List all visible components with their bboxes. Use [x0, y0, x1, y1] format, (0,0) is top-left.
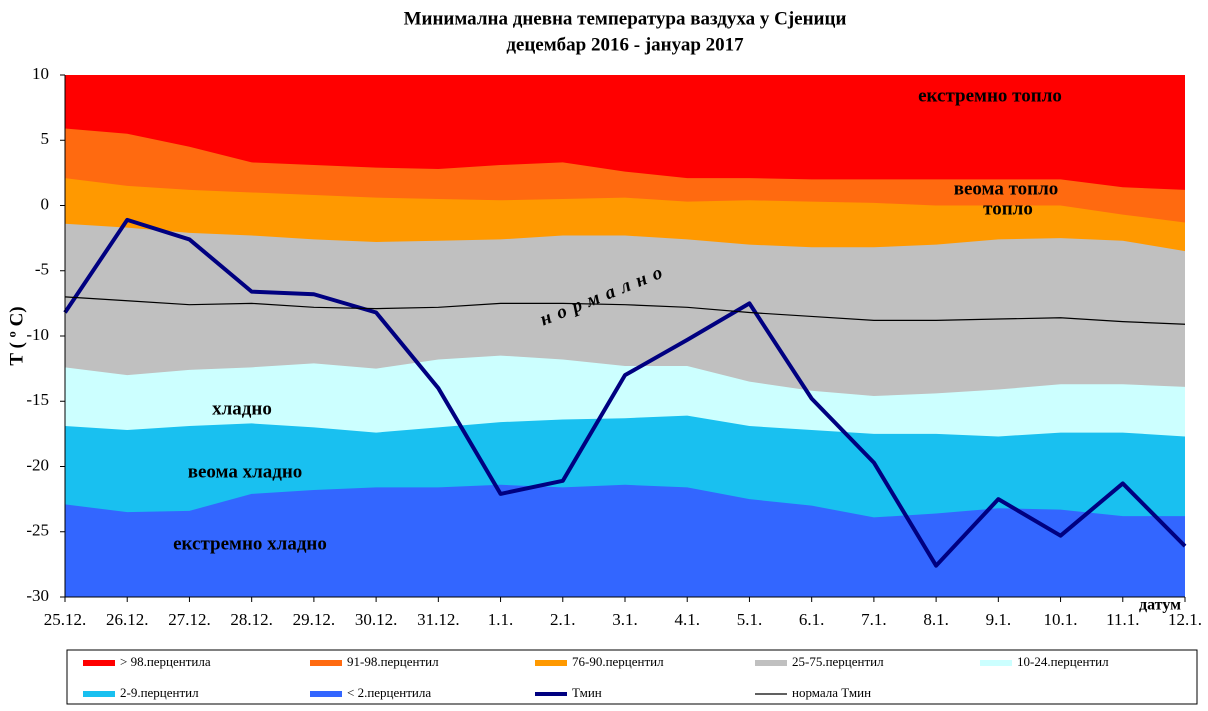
legend-swatch: [83, 691, 115, 697]
legend-label: нормала Тмин: [792, 685, 871, 700]
annotation: екстремно топло: [918, 85, 1062, 106]
x-tick-label: 25.12.: [44, 610, 87, 629]
x-tick-label: 5.1.: [737, 610, 763, 629]
x-tick-label: 3.1.: [612, 610, 638, 629]
chart-subtitle: децембар 2016 - јануар 2017: [506, 34, 744, 55]
x-tick-label: 26.12.: [106, 610, 149, 629]
x-tick-label: 12.1.: [1168, 610, 1202, 629]
legend-label: Тмин: [572, 685, 602, 700]
x-tick-label: 28.12.: [230, 610, 273, 629]
x-tick-label: 11.1.: [1106, 610, 1139, 629]
legend-label: < 2.перцентила: [347, 685, 431, 700]
x-axis-label: датум: [1139, 597, 1181, 614]
legend-swatch: [755, 660, 787, 666]
y-tick-label: -15: [26, 390, 49, 409]
legend-label: 10-24.перцентил: [1017, 654, 1109, 669]
line-series: [64, 296, 1186, 325]
annotation: топло: [983, 198, 1033, 219]
y-tick-label: 0: [41, 194, 50, 213]
x-tick-label: 27.12.: [168, 610, 211, 629]
legend-label: 91-98.перцентил: [347, 654, 439, 669]
y-tick-label: -25: [26, 521, 49, 540]
x-tick-label: 9.1.: [986, 610, 1012, 629]
y-tick-label: -20: [26, 455, 49, 474]
annotation: веома топло: [954, 178, 1059, 199]
band-area: [65, 484, 1185, 597]
legend-label: 2-9.перцентил: [120, 685, 199, 700]
legend-label: 25-75.перцентил: [792, 654, 884, 669]
legend-box: [66, 649, 1198, 705]
x-tick-label: 29.12.: [293, 610, 336, 629]
y-tick-label: -5: [35, 260, 49, 279]
legend-label: > 98.перцентила: [120, 654, 211, 669]
x-tick-label: 4.1.: [674, 610, 700, 629]
x-tick-label: 2.1.: [550, 610, 576, 629]
line-series: [63, 217, 1187, 568]
annotation: веома хладно: [188, 461, 303, 482]
y-tick-label: 5: [41, 129, 50, 148]
legend-swatch: [310, 691, 342, 697]
annotation: екстремно хладно: [173, 533, 327, 554]
x-tick-label: 31.12.: [417, 610, 460, 629]
chart-title: Минимална дневна температура ваздуха у С…: [404, 8, 847, 29]
x-tick-label: 6.1.: [799, 610, 825, 629]
legend-swatch: [980, 660, 1012, 666]
legend-swatch: [310, 660, 342, 666]
y-tick-label: -30: [26, 586, 49, 605]
x-tick-label: 7.1.: [861, 610, 887, 629]
legend-swatch: [83, 660, 115, 666]
y-tick-label: -10: [26, 325, 49, 344]
x-tick-label: 8.1.: [923, 610, 949, 629]
x-tick-label: 30.12.: [355, 610, 398, 629]
legend-swatch: [535, 660, 567, 666]
x-tick-label: 10.1.: [1044, 610, 1078, 629]
y-axis-label: T ( º C): [6, 306, 27, 365]
x-tick-label: 1.1.: [488, 610, 514, 629]
annotation: хладно: [212, 398, 272, 419]
y-tick-label: 10: [32, 64, 49, 83]
legend-label: 76-90.перцентил: [572, 654, 664, 669]
plot-area: [65, 75, 1185, 597]
